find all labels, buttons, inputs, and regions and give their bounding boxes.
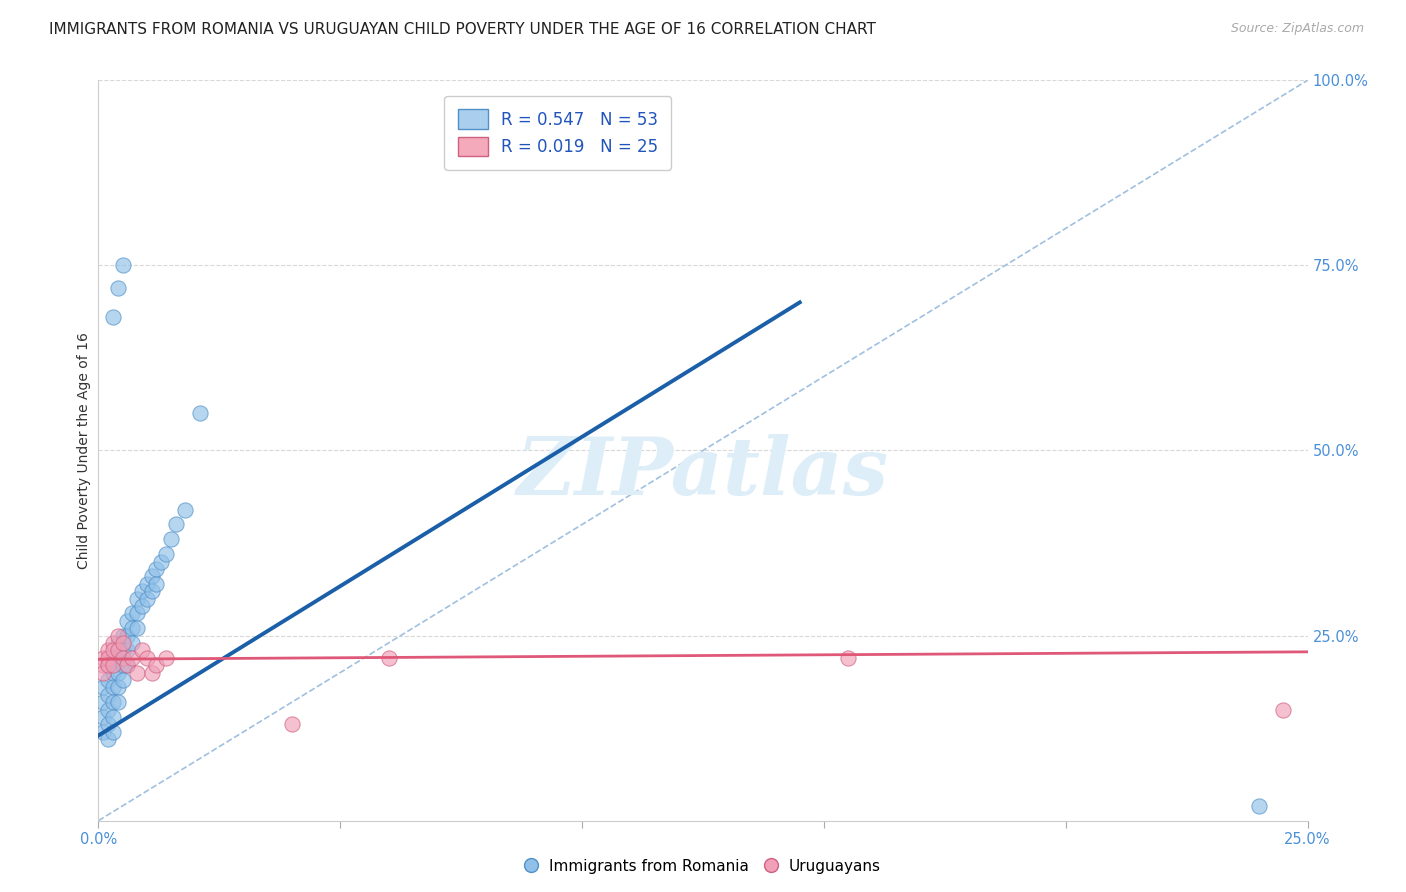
Text: IMMIGRANTS FROM ROMANIA VS URUGUAYAN CHILD POVERTY UNDER THE AGE OF 16 CORRELATI: IMMIGRANTS FROM ROMANIA VS URUGUAYAN CHI… [49, 22, 876, 37]
Point [111, 259, 134, 273]
Point [145, 562, 167, 576]
Point [155, 547, 177, 561]
Point [160, 533, 183, 547]
Point [141, 584, 163, 599]
Point [188, 407, 211, 421]
Point [91, 710, 114, 724]
Point [111, 673, 134, 687]
Point [101, 636, 124, 650]
Point [131, 643, 153, 657]
Point [141, 665, 163, 680]
Point [91, 658, 114, 673]
Point [101, 681, 124, 695]
Point [97, 658, 120, 673]
Point [107, 665, 129, 680]
Point [135, 650, 157, 665]
Point [91, 695, 114, 709]
Point [91, 724, 114, 739]
Point [101, 724, 124, 739]
Point [97, 703, 120, 717]
Point [107, 636, 129, 650]
Point [141, 569, 163, 583]
Point [97, 732, 120, 747]
Point [135, 576, 157, 591]
Point [111, 650, 134, 665]
Point [107, 280, 129, 294]
Point [121, 650, 143, 665]
Point [111, 643, 134, 657]
Point [91, 650, 114, 665]
Point [117, 658, 139, 673]
Point [101, 643, 124, 657]
Point [97, 643, 120, 657]
Point [91, 681, 114, 695]
Point [127, 607, 149, 621]
Text: ZIPatlas: ZIPatlas [517, 434, 889, 511]
Point [107, 650, 129, 665]
Point [107, 628, 129, 642]
Point [174, 502, 197, 516]
Point [121, 636, 143, 650]
Point [145, 658, 167, 673]
Point [97, 688, 120, 702]
Point [121, 607, 143, 621]
Point [91, 665, 114, 680]
Point [117, 614, 139, 628]
Point [117, 658, 139, 673]
Point [111, 636, 134, 650]
Point [101, 310, 124, 325]
Point [131, 599, 153, 613]
Point [377, 650, 399, 665]
Point [97, 673, 120, 687]
Point [281, 717, 304, 731]
Point [97, 658, 120, 673]
Point [107, 695, 129, 709]
Point [101, 710, 124, 724]
Point [131, 584, 153, 599]
Point [165, 517, 187, 532]
Point [1272, 703, 1295, 717]
Point [111, 628, 134, 642]
Point [117, 628, 139, 642]
Point [135, 591, 157, 606]
Point [111, 658, 134, 673]
Point [117, 643, 139, 657]
Point [150, 555, 173, 569]
Text: Source: ZipAtlas.com: Source: ZipAtlas.com [1230, 22, 1364, 36]
Point [127, 665, 149, 680]
Point [101, 695, 124, 709]
Point [101, 650, 124, 665]
Point [101, 665, 124, 680]
Point [837, 650, 859, 665]
Point [127, 621, 149, 635]
Point [145, 576, 167, 591]
Point [1249, 798, 1271, 813]
Point [101, 658, 124, 673]
Point [97, 650, 120, 665]
Legend: R = 0.547   N = 53, R = 0.019   N = 25: R = 0.547 N = 53, R = 0.019 N = 25 [444, 96, 672, 169]
Point [107, 643, 129, 657]
Point [107, 681, 129, 695]
Legend: Immigrants from Romania, Uruguayans: Immigrants from Romania, Uruguayans [519, 853, 887, 880]
Point [121, 621, 143, 635]
Point [155, 650, 177, 665]
Point [127, 591, 149, 606]
Point [97, 717, 120, 731]
Y-axis label: Child Poverty Under the Age of 16: Child Poverty Under the Age of 16 [77, 332, 91, 569]
